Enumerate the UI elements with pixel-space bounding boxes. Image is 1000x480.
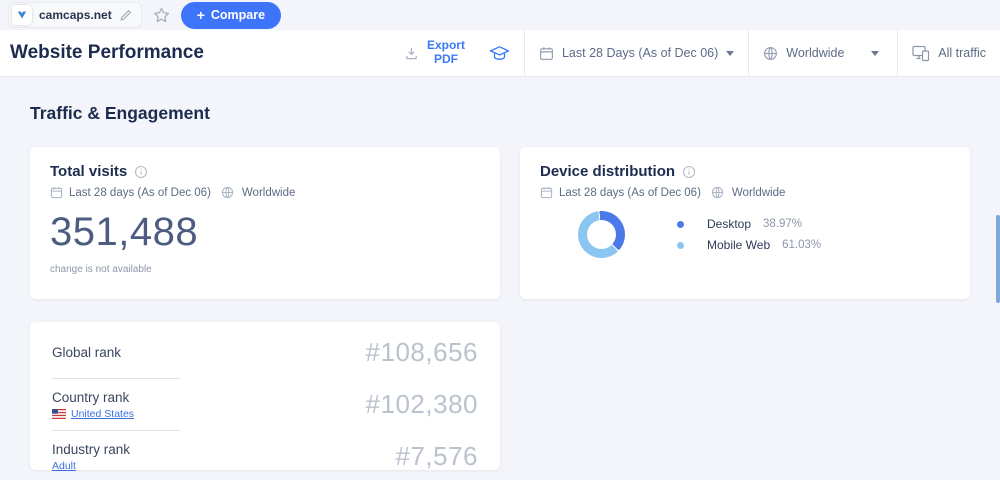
geo-label: Worldwide bbox=[786, 46, 845, 60]
legend-item-desktop[interactable]: Desktop 38.97% bbox=[677, 217, 821, 231]
chevron-down-icon bbox=[726, 51, 735, 56]
info-icon[interactable] bbox=[682, 165, 696, 179]
device-distribution-title: Device distribution bbox=[540, 163, 676, 180]
page-title: Website Performance bbox=[10, 42, 204, 63]
us-flag-icon bbox=[52, 408, 66, 419]
geo-selector[interactable]: Worldwide bbox=[749, 30, 897, 76]
total-visits-card: Total visits Last 28 days (As of Dec 06)… bbox=[30, 147, 500, 299]
global-rank-label: Global rank bbox=[52, 345, 122, 360]
header-divider bbox=[748, 30, 750, 76]
industry-link[interactable]: Adult bbox=[52, 459, 76, 472]
domain-name: camcaps.net bbox=[39, 8, 112, 22]
export-pdf-label: Export PDF bbox=[426, 38, 465, 66]
global-rank-value: #108,656 bbox=[365, 337, 478, 367]
rankings-card: Global rank #108,656 Country rank bbox=[30, 322, 500, 472]
devices-icon bbox=[912, 45, 930, 61]
graduation-cap-icon bbox=[489, 45, 510, 60]
device-distribution-card: Device distribution Last 28 days (As of … bbox=[520, 147, 970, 299]
rank-divider bbox=[52, 378, 180, 379]
donut-hole bbox=[587, 220, 616, 249]
export-pdf-button[interactable]: Export PDF bbox=[399, 30, 475, 76]
calendar-icon bbox=[50, 187, 63, 199]
header-controls: Export PDF Last 28 Days (As of Dec 06) bbox=[399, 30, 1000, 76]
info-icon[interactable] bbox=[134, 165, 148, 179]
device-donut-chart[interactable] bbox=[578, 211, 625, 258]
date-range-selector[interactable]: Last 28 Days (As of Dec 06) bbox=[525, 30, 748, 76]
date-range-label: Last 28 Days (As of Dec 06) bbox=[561, 46, 719, 60]
camcaps-logo-icon bbox=[17, 11, 27, 19]
rank-divider bbox=[52, 430, 180, 431]
country-rank-label: Country rank bbox=[52, 389, 130, 405]
download-icon bbox=[406, 47, 417, 59]
country-rank-row: Country rank United States #102,380 bbox=[52, 379, 478, 430]
scrollbar-thumb[interactable] bbox=[996, 215, 1000, 303]
main-content: Traffic & Engagement Total visits Last 2… bbox=[0, 103, 1000, 480]
country-link[interactable]: United States bbox=[71, 407, 135, 420]
traffic-type-selector[interactable]: All traffic bbox=[898, 30, 1000, 76]
traffic-type-label: All traffic bbox=[938, 46, 986, 60]
chevron-down-icon bbox=[871, 51, 880, 56]
compare-button[interactable]: + Compare bbox=[180, 1, 282, 29]
plus-icon: + bbox=[196, 7, 205, 23]
card-date-label: Last 28 days (As of Dec 06) bbox=[69, 186, 211, 199]
legend-value: 38.97% bbox=[763, 218, 803, 230]
globe-icon bbox=[221, 186, 234, 199]
section-title: Traffic & Engagement bbox=[30, 103, 210, 123]
header-divider bbox=[523, 30, 525, 76]
card-geo-label: Worldwide bbox=[241, 186, 296, 199]
globe-icon bbox=[711, 186, 724, 199]
calendar-icon bbox=[540, 187, 553, 199]
mobile-web-dot-icon bbox=[677, 241, 684, 249]
change-note: change is not available bbox=[50, 264, 152, 275]
header-divider bbox=[897, 30, 899, 76]
device-legend: Desktop 38.97% Mobile Web 61.03% bbox=[677, 217, 821, 252]
header-bar: Website Performance Export PDF Last 28 D… bbox=[0, 30, 1000, 77]
industry-rank-row: Industry rank Adult #7,576 bbox=[52, 431, 478, 480]
card-geo-label: Worldwide bbox=[731, 186, 786, 199]
learn-button[interactable] bbox=[475, 30, 524, 76]
desktop-dot-icon bbox=[677, 220, 684, 228]
site-favicon bbox=[12, 5, 32, 25]
industry-rank-value: #7,576 bbox=[395, 441, 478, 471]
edit-domain-icon[interactable] bbox=[119, 9, 132, 22]
top-strip: camcaps.net + Compare bbox=[0, 0, 1000, 30]
total-visits-value: 351,488 bbox=[50, 210, 199, 254]
card-date-label: Last 28 days (As of Dec 06) bbox=[559, 186, 701, 199]
total-visits-title: Total visits bbox=[50, 163, 128, 180]
legend-value: 61.03% bbox=[782, 239, 822, 251]
global-rank-row: Global rank #108,656 bbox=[52, 327, 478, 378]
calendar-icon bbox=[539, 46, 553, 60]
legend-label: Desktop bbox=[707, 217, 752, 231]
globe-icon bbox=[764, 46, 778, 60]
domain-pill[interactable]: camcaps.net bbox=[8, 2, 142, 28]
legend-label: Mobile Web bbox=[707, 238, 771, 252]
compare-button-label: Compare bbox=[210, 8, 266, 22]
industry-rank-label: Industry rank bbox=[52, 441, 131, 457]
country-rank-value: #102,380 bbox=[365, 389, 478, 419]
legend-item-mobile-web[interactable]: Mobile Web 61.03% bbox=[677, 238, 821, 252]
favorite-star-icon[interactable] bbox=[152, 6, 171, 25]
